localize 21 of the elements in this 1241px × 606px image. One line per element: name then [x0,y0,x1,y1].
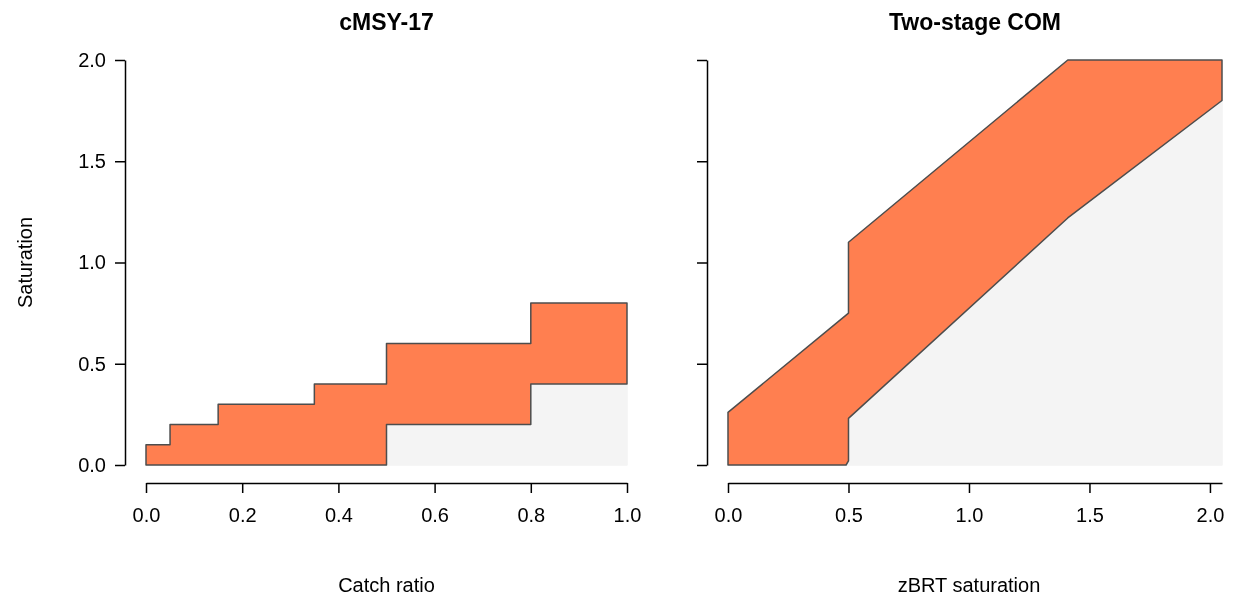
y-tick-label: 2.0 [78,48,106,71]
x-axis-title: Catch ratio [338,574,435,596]
x-tick-label: 0.6 [421,504,450,526]
x-tick-label: 1.0 [613,504,642,526]
x-tick-label: 1.0 [955,504,984,526]
chart-title: Two-stage COM [888,9,1062,35]
x-tick-label: 0.4 [324,504,353,526]
x-tick-label: 1.5 [1076,504,1104,526]
x-tick-label: 0.8 [517,504,546,526]
y-tick-label: 1.5 [78,150,106,173]
y-tick-label: 1.0 [78,251,106,274]
chart-title: cMSY-17 [339,9,434,35]
x-tick-label: 0.0 [132,504,161,526]
x-tick-label: 0.2 [228,504,257,526]
x-tick-label: 0.5 [835,504,863,526]
x-axis-title: zBRT saturation [897,574,1041,596]
x-tick-label: 0.0 [714,504,743,526]
x-tick-label: 2.0 [1196,504,1225,526]
y-tick-label: 0.0 [78,453,106,476]
y-axis-title: Saturation [14,216,36,309]
y-tick-label: 0.5 [78,352,106,375]
